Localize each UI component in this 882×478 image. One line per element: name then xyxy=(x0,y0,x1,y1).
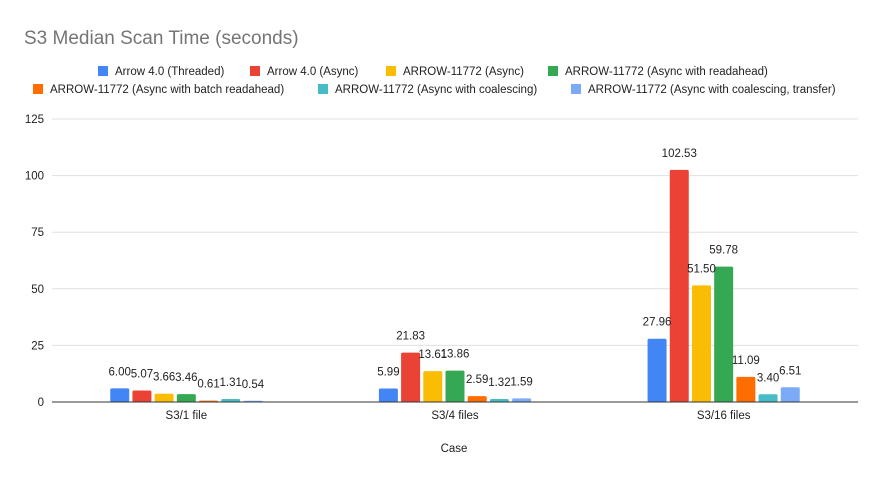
legend-swatch xyxy=(98,66,108,76)
data-label: 1.59 xyxy=(510,376,532,388)
bar xyxy=(445,370,465,402)
data-label: 27.96 xyxy=(643,317,672,329)
legend-swatch xyxy=(250,66,260,76)
data-label: 3.40 xyxy=(757,372,779,384)
legend-swatch xyxy=(386,66,396,76)
legend-swatch xyxy=(33,84,43,94)
legend-label: ARROW-11772 (Async with readahead) xyxy=(565,66,768,78)
bar xyxy=(691,285,711,402)
data-label: 0.54 xyxy=(242,379,265,391)
bar xyxy=(132,390,152,402)
data-label: 6.51 xyxy=(779,365,801,377)
data-label: 5.99 xyxy=(377,366,399,378)
legend-label: Arrow 4.0 (Async) xyxy=(267,66,359,78)
x-tick-label: S3/16 files xyxy=(697,410,751,422)
bars xyxy=(110,169,800,402)
y-tick-label: 100 xyxy=(25,171,44,183)
grid xyxy=(52,118,858,346)
bar xyxy=(736,376,756,402)
data-label: 11.09 xyxy=(732,355,760,367)
legend-label: ARROW-11772 (Async) xyxy=(403,66,524,78)
bar xyxy=(714,266,734,402)
data-label: 5.07 xyxy=(131,369,153,381)
x-axis: S3/1 file S3/4 files S3/16 files xyxy=(52,401,858,422)
data-label: 13.61 xyxy=(418,349,447,361)
y-tick-label: 125 xyxy=(25,114,44,126)
data-label: 0.61 xyxy=(197,379,219,391)
data-label: 1.32 xyxy=(488,377,510,389)
data-label: 3.66 xyxy=(153,372,175,384)
legend-label: Arrow 4.0 (Threaded) xyxy=(115,66,224,78)
bar xyxy=(176,394,196,402)
data-label: 21.83 xyxy=(396,331,425,343)
legend-swatch xyxy=(318,84,328,94)
data-label: 13.86 xyxy=(441,349,470,361)
data-label: 3.46 xyxy=(175,372,197,384)
y-tick-label: 50 xyxy=(31,284,44,296)
data-label: 102.53 xyxy=(662,148,697,160)
legend-label: ARROW-11772 (Async with coalescing) xyxy=(335,84,537,96)
bar xyxy=(489,399,509,402)
data-label: 6.00 xyxy=(109,366,131,378)
bar xyxy=(378,388,398,402)
bar xyxy=(669,169,689,402)
chart-title: S3 Median Scan Time (seconds) xyxy=(24,28,299,49)
bar xyxy=(401,352,421,402)
bar xyxy=(467,396,487,402)
legend-swatch xyxy=(548,66,558,76)
x-tick-label: S3/1 file xyxy=(166,410,208,422)
bar xyxy=(758,394,778,402)
bar xyxy=(154,393,174,402)
y-tick-label: 75 xyxy=(31,227,44,239)
data-label: 51.50 xyxy=(687,263,716,275)
bar xyxy=(512,398,532,402)
legend: Arrow 4.0 (Threaded) Arrow 4.0 (Async) ARR… xyxy=(33,66,836,96)
y-axis: 0 25 50 75 100 125 xyxy=(25,114,44,409)
legend-label: ARROW-11772 (Async with coalescing, tran… xyxy=(588,84,836,96)
y-tick-label: 25 xyxy=(31,340,44,352)
data-label: 2.59 xyxy=(466,374,488,386)
data-labels: 6.00 5.07 3.66 3.460.61 1.31 0.54 5.99 21.83 13.… xyxy=(109,148,802,391)
bar xyxy=(647,338,667,402)
legend-label: ARROW-11772 (Async with batch readahead) xyxy=(50,84,284,96)
bar xyxy=(423,371,443,402)
data-label: 1.31 xyxy=(220,377,242,389)
bar xyxy=(110,388,130,402)
y-tick-label: 0 xyxy=(38,397,44,409)
legend-swatch xyxy=(571,84,581,94)
bar xyxy=(221,399,241,402)
x-axis-title: Case xyxy=(441,443,468,455)
x-tick-label: S3/4 files xyxy=(431,410,479,422)
bar xyxy=(780,387,800,402)
data-label: 59.78 xyxy=(709,245,738,257)
